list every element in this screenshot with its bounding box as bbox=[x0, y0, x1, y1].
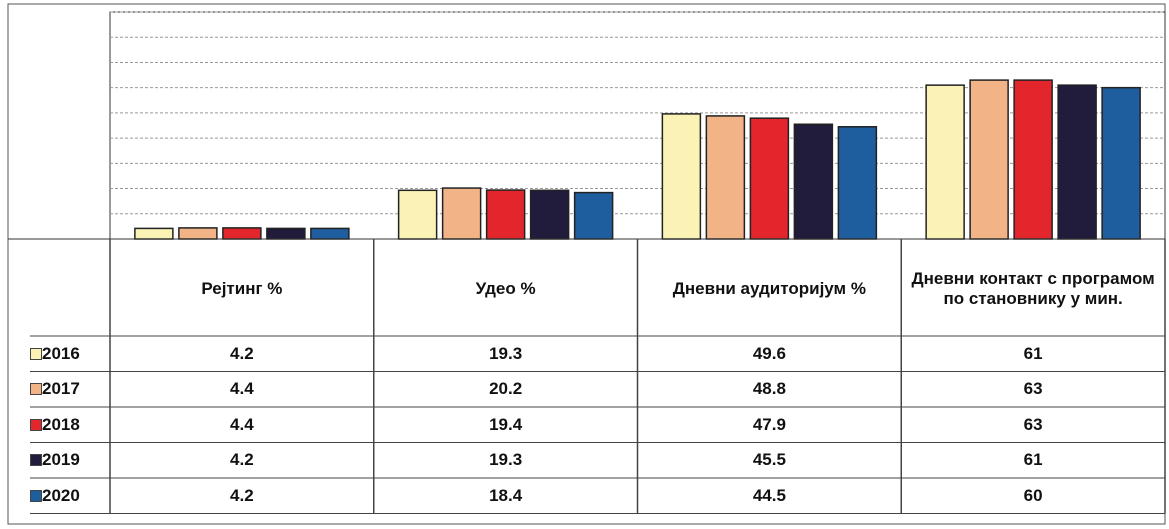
bar bbox=[485, 189, 526, 240]
table-value: 19.3 bbox=[489, 343, 523, 363]
table-value: 4.4 bbox=[230, 414, 254, 434]
legend-label: 2016 bbox=[42, 343, 80, 363]
legend-swatch bbox=[30, 489, 42, 502]
bar bbox=[397, 189, 438, 240]
bar bbox=[661, 113, 702, 240]
bar bbox=[1101, 86, 1141, 240]
bar bbox=[266, 227, 306, 240]
legend-label: 2018 bbox=[42, 414, 80, 434]
legend-swatch bbox=[30, 418, 42, 431]
table-value: 45.5 bbox=[752, 450, 786, 470]
bar bbox=[925, 84, 965, 240]
legend-label: 2019 bbox=[42, 450, 80, 470]
table-value: 63 bbox=[1023, 414, 1043, 434]
table-value: 47.9 bbox=[752, 414, 786, 434]
legend-swatch bbox=[30, 347, 42, 360]
bar bbox=[793, 123, 834, 240]
table-value: 61 bbox=[1023, 343, 1043, 363]
table-value: 4.4 bbox=[230, 379, 254, 399]
table-value: 60 bbox=[1023, 485, 1043, 505]
bar bbox=[1013, 79, 1053, 240]
bar bbox=[749, 117, 790, 240]
column-header: Рејтинг % bbox=[201, 278, 283, 298]
legend-label: 2020 bbox=[42, 485, 80, 505]
legend-swatch bbox=[30, 383, 42, 396]
bar bbox=[1057, 84, 1097, 240]
column-header: Дневни контакт с програмом по становнику… bbox=[911, 268, 1155, 308]
bar bbox=[529, 189, 570, 240]
table-value: 4.2 bbox=[230, 485, 254, 505]
legend-label: 2017 bbox=[42, 379, 80, 399]
bar bbox=[573, 191, 614, 240]
table-value: 20.2 bbox=[489, 379, 523, 399]
bar bbox=[441, 187, 482, 240]
table-value: 19.3 bbox=[489, 450, 523, 470]
table-value: 19.4 bbox=[489, 414, 523, 434]
bar bbox=[134, 227, 174, 240]
table-value: 48.8 bbox=[752, 379, 786, 399]
legend-swatch bbox=[30, 454, 42, 467]
bar bbox=[837, 126, 878, 240]
table-value: 49.6 bbox=[752, 343, 786, 363]
column-header: Удео % bbox=[475, 278, 536, 298]
bar bbox=[178, 227, 218, 240]
bar bbox=[969, 79, 1009, 240]
table-value: 61 bbox=[1023, 450, 1043, 470]
table-value: 44.5 bbox=[752, 485, 786, 505]
column-header: Дневни аудиторијум % bbox=[672, 278, 866, 298]
table-value: 4.2 bbox=[230, 450, 254, 470]
bar bbox=[310, 227, 350, 240]
table-value: 18.4 bbox=[489, 485, 523, 505]
bar bbox=[705, 115, 746, 240]
bar bbox=[222, 227, 262, 240]
table-value: 4.2 bbox=[230, 343, 254, 363]
table-value: 63 bbox=[1023, 379, 1043, 399]
